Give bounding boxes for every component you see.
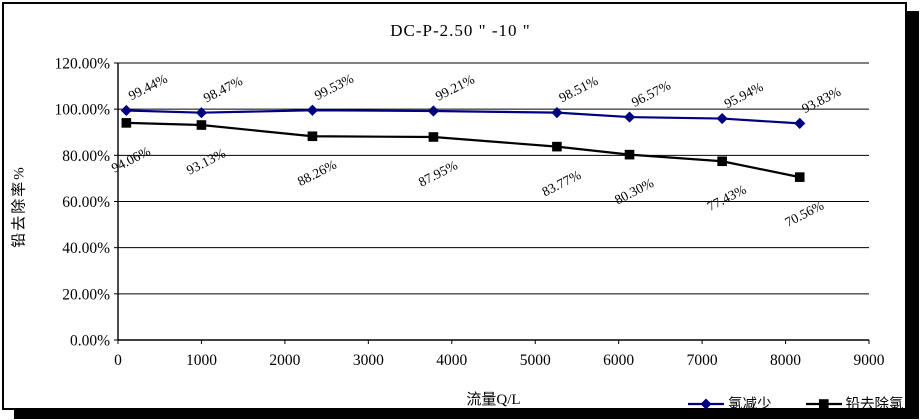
data-point-diamond[interactable] bbox=[794, 117, 806, 130]
data-point-label: 99.21% bbox=[433, 71, 477, 103]
data-point-label: 96.57% bbox=[629, 77, 673, 109]
data-point-label: 87.95% bbox=[416, 157, 460, 189]
data-point-diamond[interactable] bbox=[120, 104, 132, 117]
y-axis-tick-label: 40.00% bbox=[62, 240, 110, 257]
x-axis-title: 流量Q/L bbox=[466, 392, 521, 408]
data-point-label: 99.44% bbox=[126, 71, 170, 103]
data-point-square[interactable] bbox=[717, 156, 727, 167]
legend-marker-glyph bbox=[688, 398, 724, 409]
data-point-square[interactable] bbox=[121, 118, 132, 128]
legend-item-chlorine-reduction[interactable]: 氯减少 bbox=[688, 393, 772, 414]
x-axis-tick-label: 3000 bbox=[353, 352, 384, 369]
data-point-square[interactable] bbox=[552, 141, 562, 152]
series-line-lead-removal[interactable] bbox=[126, 121, 800, 179]
x-axis-tick-label: 1000 bbox=[186, 352, 217, 369]
legend-marker-glyph bbox=[805, 398, 842, 409]
data-point-label: 98.51% bbox=[556, 73, 600, 105]
y-axis-tick-label: 60.00% bbox=[62, 194, 110, 211]
legend-label-lead-removal: 铅去除氯 bbox=[845, 397, 904, 413]
data-point-label: 88.26% bbox=[295, 157, 339, 189]
legend: 氯减少 铅去除氯 bbox=[688, 393, 904, 414]
data-point-label: 98.47% bbox=[201, 73, 245, 105]
data-point-diamond[interactable] bbox=[623, 111, 636, 123]
data-point-label: 95.94% bbox=[722, 79, 766, 111]
y-axis-tick-label: 120.00% bbox=[54, 56, 110, 73]
y-axis-tick-label: 20.00% bbox=[62, 286, 110, 303]
chart-title: DC-P-2.50 " -10 " bbox=[390, 21, 531, 40]
data-point-label: 70.56% bbox=[782, 198, 826, 230]
square-marker-icon bbox=[805, 398, 842, 410]
y-axis-tick-label: 100.00% bbox=[54, 102, 110, 119]
x-axis-tick-label: 7000 bbox=[687, 352, 718, 369]
series-line-chlorine-reduction[interactable] bbox=[126, 109, 800, 125]
data-point-diamond[interactable] bbox=[306, 104, 319, 116]
data-point-diamond[interactable] bbox=[195, 107, 208, 119]
diamond-marker-icon bbox=[688, 398, 724, 410]
data-point-diamond[interactable] bbox=[427, 105, 440, 117]
data-point-label: 83.77% bbox=[539, 167, 583, 199]
data-point-label: 93.13% bbox=[184, 145, 228, 177]
y-axis-tick-label: 0.00% bbox=[70, 333, 110, 350]
data-point-label: 77.43% bbox=[705, 182, 749, 214]
x-axis-tick-label: 5000 bbox=[520, 352, 551, 369]
data-point-label: 94.06% bbox=[109, 143, 153, 175]
data-point-square[interactable] bbox=[196, 120, 207, 130]
data-point-diamond[interactable] bbox=[716, 112, 728, 125]
data-point-square[interactable] bbox=[307, 131, 318, 142]
chart-frame bbox=[2, 2, 907, 410]
data-point-label: 80.30% bbox=[612, 175, 656, 207]
x-axis-tick-label: 9000 bbox=[854, 352, 885, 369]
x-axis-tick-label: 4000 bbox=[436, 352, 467, 369]
data-point-square[interactable] bbox=[428, 132, 439, 142]
data-point-square[interactable] bbox=[624, 149, 635, 160]
x-axis-tick-label: 6000 bbox=[603, 352, 634, 369]
legend-item-lead-removal[interactable]: 铅去除氯 bbox=[805, 393, 904, 414]
data-point-label: 93.83% bbox=[799, 84, 843, 116]
x-axis-tick-label: 0 bbox=[114, 352, 122, 369]
x-axis-tick-label: 8000 bbox=[770, 352, 801, 369]
legend-label-chlorine-reduction: 氯减少 bbox=[728, 397, 772, 413]
y-axis-tick-label: 80.00% bbox=[62, 148, 110, 165]
data-point-square[interactable] bbox=[794, 172, 805, 182]
x-axis-tick-label: 2000 bbox=[269, 352, 300, 369]
data-point-diamond[interactable] bbox=[551, 107, 563, 119]
data-point-label: 99.53% bbox=[312, 71, 356, 103]
